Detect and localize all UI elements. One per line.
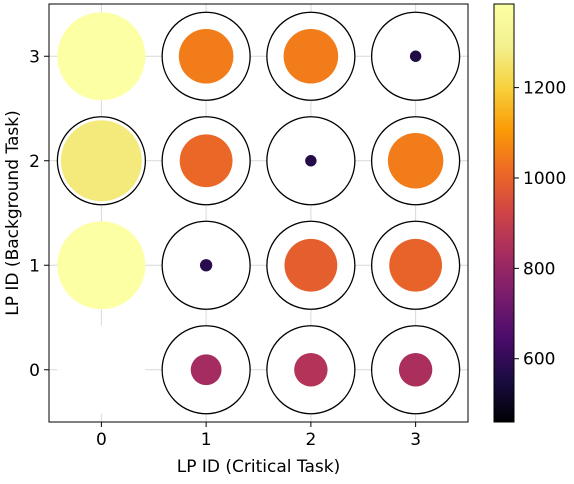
data-cell bbox=[266, 325, 356, 415]
data-point bbox=[179, 134, 233, 188]
data-cell bbox=[161, 116, 251, 206]
y-tick-label: 3 bbox=[29, 47, 40, 67]
data-cell bbox=[161, 11, 251, 101]
data-point bbox=[398, 353, 433, 387]
data-point bbox=[305, 155, 317, 167]
y-tick-label: 0 bbox=[29, 361, 40, 381]
data-cell bbox=[161, 325, 251, 415]
data-cell bbox=[370, 325, 461, 415]
data-point bbox=[57, 12, 146, 101]
x-tick-label: 3 bbox=[410, 430, 421, 450]
colorbar-tick-label: 1200 bbox=[523, 79, 566, 99]
data-point bbox=[178, 28, 234, 84]
x-tick-label: 0 bbox=[96, 430, 107, 450]
data-cell bbox=[266, 11, 356, 101]
colorbar-tick-label: 800 bbox=[523, 259, 555, 279]
plot-frame bbox=[48, 3, 469, 423]
data-point bbox=[57, 221, 146, 310]
data-point bbox=[283, 28, 339, 84]
colorbar-ticks: 600 800 1000 1200 bbox=[514, 79, 566, 370]
data-point bbox=[389, 238, 443, 292]
data-point bbox=[60, 120, 142, 202]
colorbar-tick-label: 600 bbox=[523, 350, 555, 370]
x-tick-label: 1 bbox=[201, 430, 212, 450]
data-point bbox=[409, 50, 422, 62]
x-tick-label: 2 bbox=[305, 430, 316, 450]
data-cell bbox=[370, 220, 461, 310]
data-cell bbox=[56, 116, 147, 206]
data-cell bbox=[370, 116, 461, 206]
y-axis-ticks: 0 1 2 3 bbox=[29, 47, 49, 381]
data-cell bbox=[57, 325, 146, 414]
data-cell bbox=[57, 12, 146, 101]
data-point bbox=[284, 238, 338, 292]
y-tick-label: 1 bbox=[29, 256, 40, 276]
data-point-outline bbox=[57, 325, 146, 414]
data-cell bbox=[57, 221, 146, 310]
x-axis-label: LP ID (Critical Task) bbox=[177, 457, 340, 477]
data-cell bbox=[370, 11, 461, 101]
y-tick-label: 2 bbox=[29, 152, 40, 172]
colorbar-tick-label: 1000 bbox=[523, 169, 566, 189]
x-axis-ticks: 0 1 2 3 bbox=[96, 422, 421, 450]
data-point bbox=[294, 353, 328, 387]
data-cell bbox=[161, 220, 251, 310]
y-axis-label: LP ID (Background Task) bbox=[3, 110, 23, 315]
colorbar bbox=[493, 3, 515, 423]
data-cell bbox=[266, 116, 356, 206]
data-point bbox=[387, 133, 444, 189]
data-cell bbox=[266, 220, 356, 310]
data-point bbox=[199, 259, 213, 272]
data-point bbox=[190, 354, 222, 386]
data-marks bbox=[56, 11, 461, 415]
